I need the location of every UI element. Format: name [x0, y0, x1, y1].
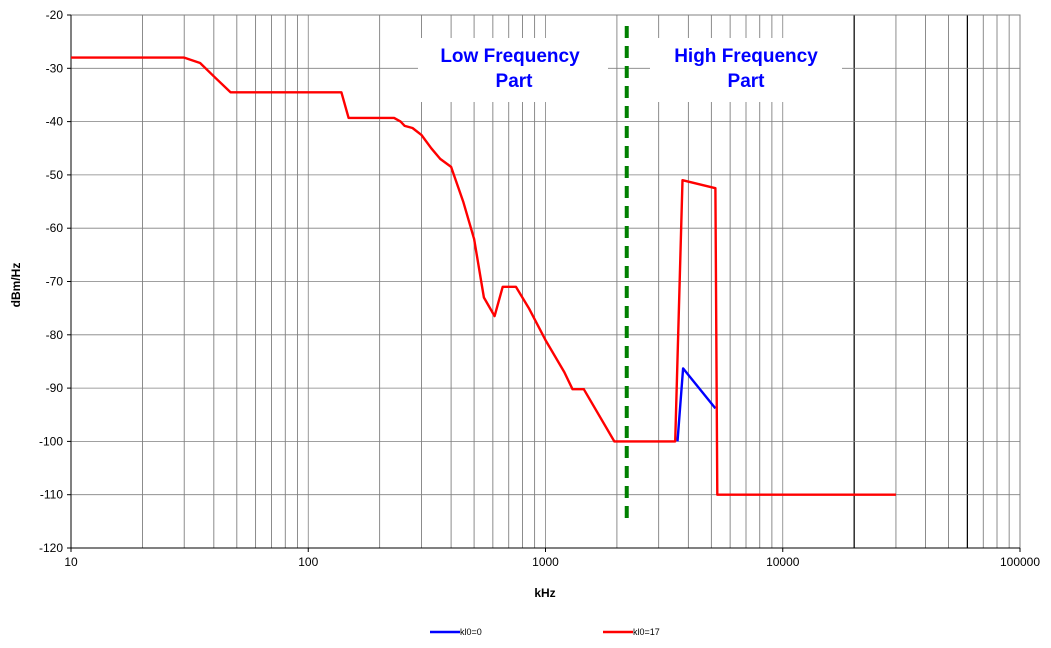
x-axis-title: kHz: [534, 586, 555, 600]
annotation-backgrounds: [418, 38, 842, 102]
annotation-box-low: [418, 38, 608, 102]
y-axis-title: dBm/Hz: [9, 263, 23, 308]
annotations: Low Frequency Part High Frequency Part: [440, 46, 818, 92]
grid: [70, 14, 1021, 549]
x-tick-label: 10000: [766, 555, 800, 569]
legend: kl0=0 kl0=17: [430, 627, 660, 637]
x-tick-label: 100: [298, 555, 318, 569]
y-tick-label: -20: [46, 8, 64, 22]
annotation-high-frequency: High Frequency: [674, 46, 818, 67]
series-line-kl0-0: [676, 367, 717, 442]
y-tick-label: -120: [39, 541, 63, 555]
x-tick-label: 10: [64, 555, 78, 569]
axes: [67, 14, 1021, 552]
y-tick-label: -50: [46, 168, 64, 182]
legend-label: kl0=17: [633, 627, 660, 637]
y-tick-label: -90: [46, 381, 64, 395]
y-tick-label: -70: [46, 275, 64, 289]
y-tick-label: -110: [40, 488, 63, 502]
legend-label: kl0=0: [460, 627, 482, 637]
annotation-box-high: [650, 38, 842, 102]
annotation-high-part: Part: [728, 71, 766, 92]
annotation-low-part: Part: [496, 71, 534, 92]
series: [71, 56, 896, 496]
y-tick-label: -40: [46, 115, 64, 129]
x-tick-label: 100000: [1000, 555, 1040, 569]
annotation-low-frequency: Low Frequency: [440, 46, 580, 67]
y-tick-label: -80: [46, 328, 64, 342]
y-tick-label: -60: [46, 221, 64, 235]
y-tick-label: -30: [46, 61, 64, 75]
x-tick-label: 1000: [532, 555, 559, 569]
y-tick-label: -100: [39, 434, 63, 448]
series-line-kl0-17: [71, 56, 896, 496]
